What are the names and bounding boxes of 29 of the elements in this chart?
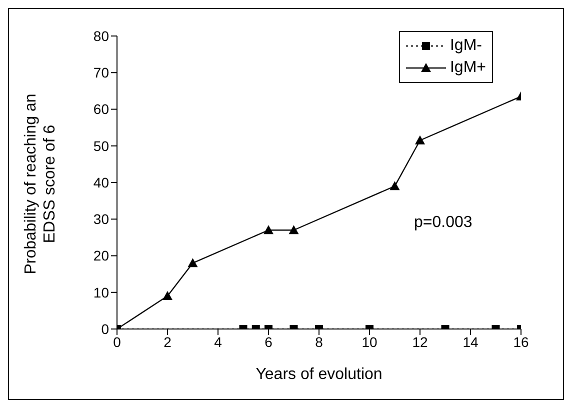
y-tick-label: 70 (93, 64, 110, 81)
x-tick-label: 8 (315, 334, 324, 350)
point (390, 181, 400, 190)
x-tick-label: 4 (214, 334, 222, 350)
x-tick-label: 6 (264, 334, 273, 350)
y-tick-label: 50 (93, 138, 110, 154)
y-tick-label: 10 (93, 284, 110, 300)
annotation: p=0.003 (414, 214, 472, 232)
y-tick-label: 20 (93, 248, 110, 264)
y-tick-label: 30 (93, 211, 110, 228)
y-tick-label: 40 (93, 174, 110, 190)
point (264, 225, 274, 234)
point (188, 258, 198, 268)
x-tick-label: 10 (362, 334, 378, 350)
x-tick-label: 16 (513, 334, 529, 350)
y-tick-label: 60 (93, 101, 110, 118)
point (415, 135, 425, 144)
point (288, 225, 299, 234)
x-tick-label: 2 (164, 334, 172, 350)
point (162, 291, 172, 300)
y-tick-label: 0 (101, 320, 110, 337)
x-tick-label: 0 (113, 334, 122, 350)
y-axis-title: Probability of reaching an EDSS score of 6 (22, 92, 60, 276)
x-tick-label: 12 (412, 334, 428, 350)
legend-label: IgM+ (450, 59, 486, 77)
x-axis-title: Years of evolution (256, 366, 382, 383)
x-tick-label: 14 (462, 334, 478, 350)
legend-label: IgM- (450, 37, 482, 55)
y-tick-label: 80 (93, 28, 110, 44)
